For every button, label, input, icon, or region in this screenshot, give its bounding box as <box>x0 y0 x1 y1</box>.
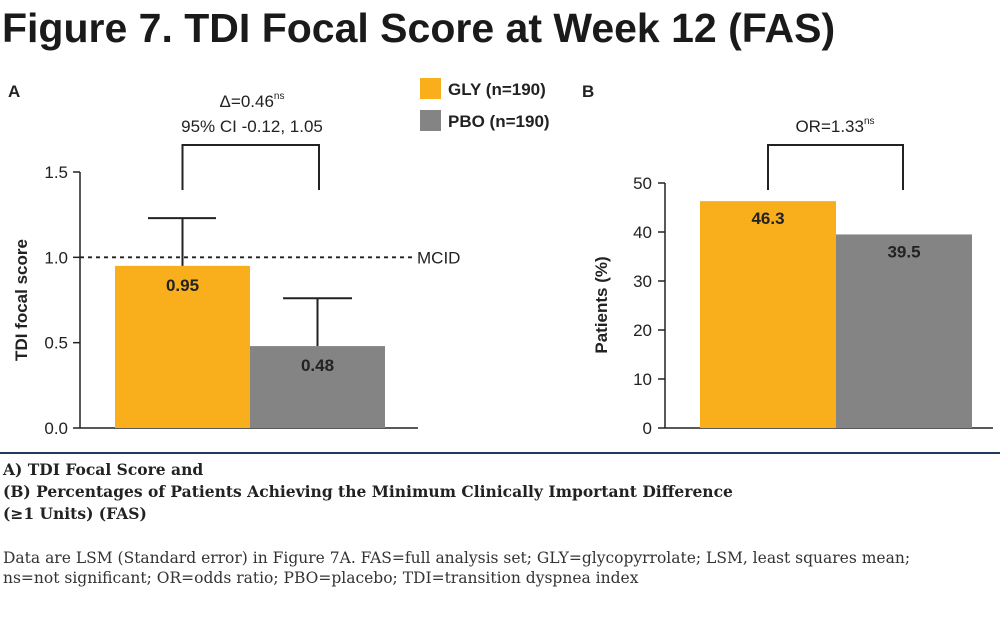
panel-a-comparison-bracket <box>181 144 320 190</box>
panel-a-ci-annotation: 95% CI -0.12, 1.05 <box>181 117 323 136</box>
panel-a-y-ticks: 0.0 0.5 1.0 1.5 <box>44 163 80 438</box>
panel-b-ytick-label-5: 50 <box>633 174 652 193</box>
panel-a-error-bar-gly <box>148 217 216 266</box>
panel-b-y-axis-label: Patients (%) <box>592 256 611 353</box>
legend-swatch-pbo <box>420 110 441 131</box>
panel-b-bar-pbo <box>836 234 972 428</box>
legend-swatch-gly <box>420 78 441 99</box>
panel-a-ytick-label-2: 1.0 <box>44 248 68 267</box>
panel-a-ytick-label-1: 0.5 <box>44 334 68 353</box>
caption-divider <box>0 452 1000 454</box>
panel-b-y-ticks: 0 10 20 30 40 50 <box>633 174 665 438</box>
panel-b-ytick-label-2: 20 <box>633 321 652 340</box>
panel-a-y-axis-label: TDI focal score <box>12 239 31 361</box>
legend-label-pbo: PBO (n=190) <box>448 112 550 131</box>
panel-a-mcid-label: MCID <box>417 248 460 267</box>
panel-b-ytick-label-3: 30 <box>633 272 652 291</box>
caption-note: Data are LSM (Standard error) in Figure … <box>3 549 911 587</box>
panel-a-value-label-gly: 0.95 <box>166 276 199 295</box>
panel-b-or-annotation: OR=1.33ns <box>795 116 874 136</box>
panel-b-bar-gly <box>700 201 836 428</box>
panel-a-value-label-pbo: 0.48 <box>301 356 334 375</box>
panel-a-ytick-label-3: 1.5 <box>44 163 68 182</box>
figure-title: Figure 7. TDI Focal Score at Week 12 (FA… <box>2 5 836 51</box>
panel-b-value-label-gly: 46.3 <box>751 209 784 228</box>
panel-b-letter: B <box>582 82 594 101</box>
panel-a-ytick-label-0: 0.0 <box>44 419 68 438</box>
caption-line-3: (≥1 Units) (FAS) <box>3 504 147 523</box>
legend: GLY (n=190) PBO (n=190) <box>420 78 550 131</box>
panel-a-error-bar-pbo <box>283 297 352 347</box>
panel-b-or-text: OR=1.33 <box>795 117 864 136</box>
panel-b-ytick-label-4: 40 <box>633 223 652 242</box>
panel-b-ytick-label-1: 10 <box>633 370 652 389</box>
panel-a-delta-annotation: Δ=0.46ns <box>220 91 285 111</box>
panel-b-ytick-label-0: 0 <box>643 419 652 438</box>
panel-a: A 0.0 0.5 1.0 1.5 TDI focal score <box>8 82 460 438</box>
panel-a-bar-pbo <box>250 346 385 428</box>
legend-label-gly: GLY (n=190) <box>448 80 546 99</box>
caption-line-2: (B) Percentages of Patients Achieving th… <box>3 482 733 501</box>
panel-b-value-label-pbo: 39.5 <box>887 242 920 261</box>
panel-b-or-sup: ns <box>864 116 875 127</box>
figure-chart-area: A 0.0 0.5 1.0 1.5 TDI focal score <box>8 78 993 438</box>
panel-b-comparison-bracket <box>767 144 904 190</box>
panel-a-delta-sup: ns <box>274 91 285 102</box>
panel-a-bar-gly <box>115 265 250 428</box>
caption-line-1: A) TDI Focal Score and <box>3 460 204 479</box>
caption-heading: A) TDI Focal Score and (B) Percentages o… <box>3 459 998 525</box>
panel-b: B 0 10 20 30 40 50 Patients (%) 46.3 39.… <box>582 82 993 438</box>
panel-a-delta-text: Δ=0.46 <box>220 92 274 111</box>
panel-a-letter: A <box>8 82 20 101</box>
